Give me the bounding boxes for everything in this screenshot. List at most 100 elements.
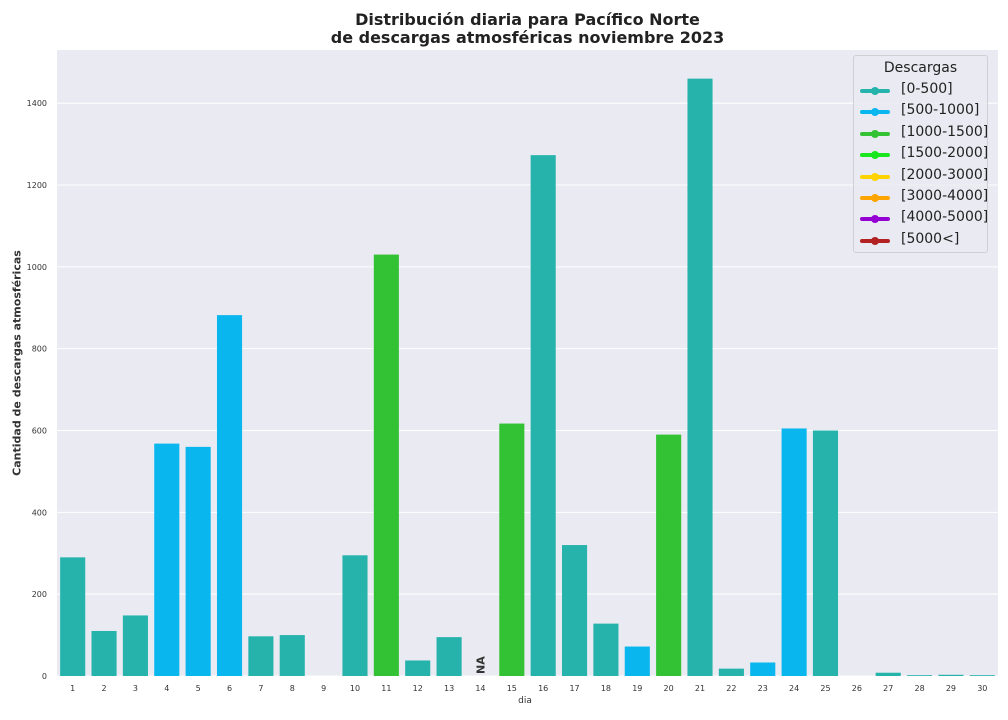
x-tick-label: 29 [946, 684, 956, 693]
bars [60, 78, 995, 677]
bar-day-21 [687, 78, 713, 677]
y-tick-label: 1400 [27, 99, 47, 108]
x-axis-label: dia [518, 696, 532, 706]
bar-day-25 [812, 430, 839, 676]
legend-marker [871, 151, 879, 160]
y-tick-labels: 0 200 400 600 800 1000 1200 1400 [27, 99, 47, 681]
gridlines [57, 102, 998, 677]
legend-label: [3000-4000] [901, 188, 989, 204]
x-tick-label: 5 [196, 684, 201, 693]
legend-marker [871, 215, 879, 224]
legend-label: [500-1000] [901, 102, 980, 119]
x-tick-label: 8 [290, 684, 295, 693]
x-tick-label: 14 [475, 684, 485, 693]
y-tick-label: 400 [32, 508, 47, 517]
x-tick-label: 7 [258, 684, 263, 693]
bar-day-24 [781, 428, 807, 676]
legend-title: Descargas [883, 60, 958, 76]
bar-day-20 [656, 434, 682, 676]
bar-day-2 [91, 630, 117, 676]
x-tick-label: 10 [350, 684, 360, 693]
na-annotation: NA [474, 656, 487, 674]
x-tick-label: 6 [227, 684, 232, 693]
legend-marker [871, 172, 879, 181]
chart-title: Distribución diaria para Pacífico Norte [355, 10, 700, 29]
x-tick-labels: 1 2 3 4 5 6 7 8 9 10 11 12 13 14 15 16 17 18 19 20 21 22 23 24 2… [70, 684, 987, 693]
x-tick-label: 26 [852, 684, 862, 693]
legend-label: [4000-5000] [901, 209, 989, 226]
legend-item: [0-500] [854, 80, 989, 100]
y-tick-label: 0 [42, 672, 47, 681]
legend-marker [871, 108, 879, 117]
bar-day-23 [750, 662, 776, 676]
bar-day-1 [60, 557, 86, 676]
x-tick-label: 16 [538, 684, 548, 693]
x-tick-label: 23 [758, 684, 768, 693]
bar-day-27 [875, 672, 901, 676]
x-tick-label: 28 [914, 684, 924, 693]
legend-label: [5000<] [901, 230, 960, 247]
x-tick-label: 22 [726, 684, 736, 693]
legend-item: [1000-1500] [854, 123, 989, 143]
x-tick-label: 20 [664, 684, 674, 693]
bar-day-16 [530, 155, 556, 677]
y-tick-label: 600 [32, 427, 47, 436]
bar-day-19 [624, 646, 650, 676]
x-tick-label: 24 [789, 684, 799, 693]
bar-day-28 [907, 675, 933, 676]
annotations: NA [474, 656, 487, 674]
bar-day-30 [969, 675, 995, 676]
y-tick-label: 1000 [27, 263, 47, 272]
bar-day-4 [154, 443, 180, 676]
plot-background [57, 50, 998, 676]
legend-label: [1500-2000] [901, 145, 989, 162]
x-tick-label: 11 [381, 684, 391, 693]
legend-marker [871, 129, 879, 138]
x-tick-label: 2 [102, 684, 107, 693]
x-tick-label: 27 [883, 684, 893, 693]
legend-marker [871, 194, 879, 202]
legend-item: [500-1000] [854, 101, 989, 121]
x-tick-label: 13 [444, 684, 454, 693]
bar-day-5 [185, 446, 211, 676]
bar-day-17 [562, 545, 588, 676]
chart-title-line-2: de descargas atmosféricas noviembre 2023 [330, 28, 725, 47]
x-tick-label: 30 [977, 684, 987, 693]
legend-label: [1000-1500] [901, 123, 989, 140]
legend-item: [4000-5000] [854, 208, 989, 228]
legend-label: [0-500] [901, 81, 953, 97]
legend: Descargas [0-500] [500-1000] [1000-1500] [1… [853, 55, 988, 253]
x-tick-label: 18 [601, 684, 611, 693]
bar-day-18 [593, 623, 619, 676]
legend-marker [871, 87, 879, 95]
x-tick-label: 1 [70, 684, 75, 693]
bar-day-6 [216, 315, 243, 676]
y-tick-label: 800 [32, 345, 47, 354]
bar-day-11 [373, 254, 399, 676]
bar-day-15 [499, 423, 525, 676]
x-tick-label: 25 [820, 684, 830, 693]
bar-day-3 [122, 615, 148, 676]
x-tick-label: 9 [321, 684, 326, 693]
bar-day-22 [718, 668, 744, 676]
bar-day-7 [248, 636, 274, 676]
legend-label: [2000-3000] [901, 166, 989, 183]
y-tick-label: 1200 [27, 181, 47, 190]
x-tick-label: 4 [164, 684, 169, 693]
legend-item: [2000-3000] [854, 166, 989, 186]
bar-day-10 [342, 555, 368, 676]
x-tick-label: 3 [133, 684, 138, 693]
x-tick-label: 21 [695, 684, 705, 693]
legend-marker [871, 236, 879, 245]
bar-day-12 [405, 660, 431, 676]
legend-item: [1500-2000] [854, 144, 989, 164]
bar-day-29 [938, 674, 964, 676]
bar-day-13 [436, 637, 462, 676]
bar-day-8 [279, 635, 305, 676]
x-tick-label: 17 [569, 684, 579, 693]
y-tick-label: 200 [32, 590, 47, 599]
x-tick-label: 15 [507, 684, 517, 693]
x-tick-label: 12 [413, 684, 423, 693]
